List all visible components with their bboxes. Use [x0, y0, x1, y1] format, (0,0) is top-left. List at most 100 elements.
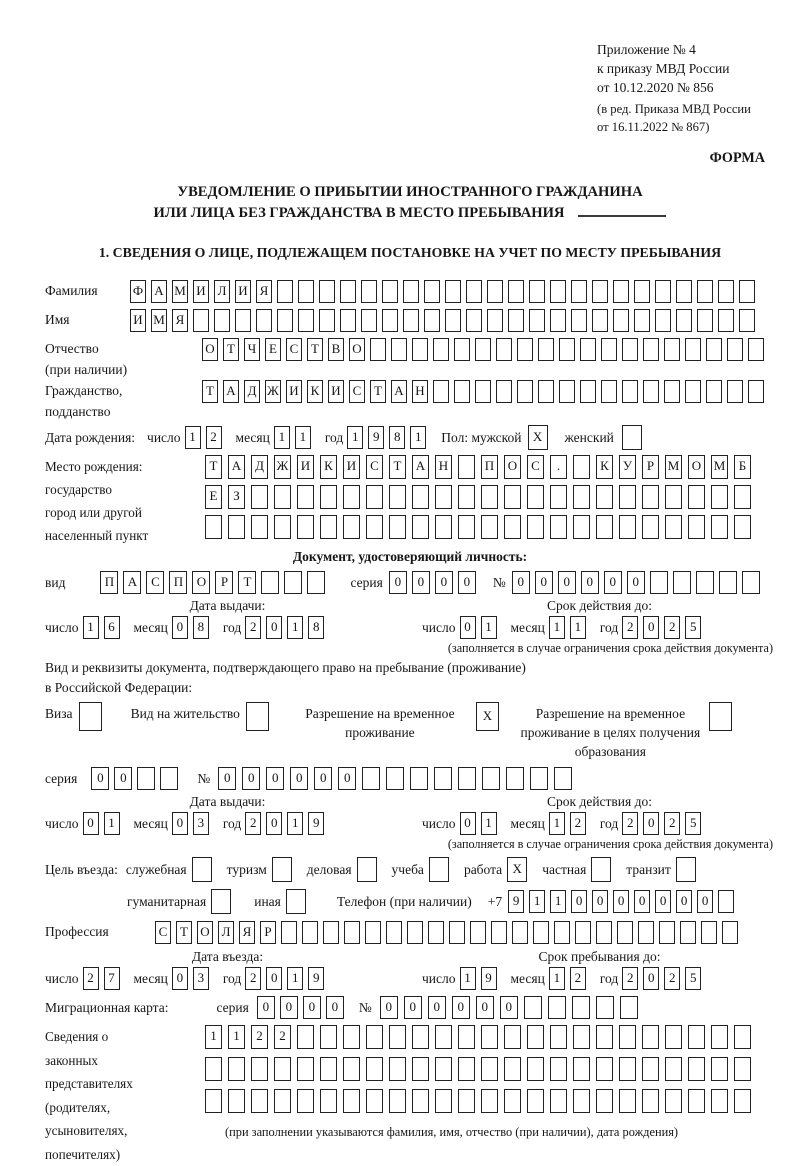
- char-cell[interactable]: [517, 338, 533, 361]
- char-cell[interactable]: 1: [287, 812, 303, 835]
- char-cell[interactable]: 2: [664, 967, 680, 990]
- char-cell[interactable]: 7: [104, 967, 120, 990]
- char-cell[interactable]: 0: [172, 616, 188, 639]
- char-cell[interactable]: [389, 1057, 406, 1081]
- char-cell[interactable]: 1: [549, 616, 565, 639]
- char-cell[interactable]: [424, 280, 440, 303]
- char-cell[interactable]: Е: [205, 485, 222, 509]
- char-cell[interactable]: 9: [368, 426, 384, 449]
- char-cell[interactable]: [655, 280, 671, 303]
- char-cell[interactable]: [642, 1089, 659, 1113]
- char-cell[interactable]: [634, 309, 650, 332]
- char-cell[interactable]: [527, 1057, 544, 1081]
- char-cell[interactable]: 0: [218, 767, 236, 790]
- char-cell[interactable]: [697, 280, 713, 303]
- char-cell[interactable]: 0: [460, 812, 476, 835]
- char-cell[interactable]: [298, 309, 314, 332]
- char-cell[interactable]: [676, 857, 696, 882]
- char-cell[interactable]: [580, 380, 596, 403]
- char-cell[interactable]: 1: [83, 616, 99, 639]
- char-cell[interactable]: 0: [452, 996, 470, 1019]
- char-cell[interactable]: [550, 309, 566, 332]
- char-cell[interactable]: [619, 485, 636, 509]
- char-cell[interactable]: 1: [287, 967, 303, 990]
- char-cell[interactable]: [673, 571, 691, 594]
- char-cell[interactable]: [246, 702, 269, 731]
- char-cell[interactable]: [739, 309, 755, 332]
- char-cell[interactable]: [340, 280, 356, 303]
- char-cell[interactable]: [320, 485, 337, 509]
- char-cell[interactable]: [550, 1089, 567, 1113]
- char-cell[interactable]: 1: [481, 616, 497, 639]
- char-cell[interactable]: [596, 485, 613, 509]
- char-cell[interactable]: [550, 515, 567, 539]
- char-cell[interactable]: 2: [206, 426, 222, 449]
- char-cell[interactable]: 0: [676, 890, 692, 913]
- char-cell[interactable]: 0: [266, 616, 282, 639]
- char-cell[interactable]: 0: [643, 616, 659, 639]
- char-cell[interactable]: 2: [622, 812, 638, 835]
- char-cell[interactable]: [361, 280, 377, 303]
- char-cell[interactable]: [205, 1089, 222, 1113]
- char-cell[interactable]: 1: [549, 812, 565, 835]
- char-cell[interactable]: [286, 889, 306, 914]
- char-cell[interactable]: [458, 485, 475, 509]
- char-cell[interactable]: 0: [604, 571, 622, 594]
- char-cell[interactable]: [619, 515, 636, 539]
- char-cell[interactable]: [320, 1025, 337, 1049]
- char-cell[interactable]: 2: [245, 812, 261, 835]
- char-cell[interactable]: Р: [260, 921, 276, 944]
- char-cell[interactable]: [365, 921, 381, 944]
- char-cell[interactable]: [466, 309, 482, 332]
- char-cell[interactable]: 0: [114, 767, 132, 790]
- char-cell[interactable]: Т: [389, 455, 406, 479]
- char-cell[interactable]: [433, 380, 449, 403]
- char-cell[interactable]: [580, 338, 596, 361]
- char-cell[interactable]: 9: [481, 967, 497, 990]
- char-cell[interactable]: И: [193, 280, 209, 303]
- char-cell[interactable]: Т: [307, 338, 323, 361]
- char-cell[interactable]: [481, 1057, 498, 1081]
- char-cell[interactable]: [550, 280, 566, 303]
- char-cell[interactable]: С: [366, 455, 383, 479]
- char-cell[interactable]: [366, 1057, 383, 1081]
- char-cell[interactable]: [496, 380, 512, 403]
- char-cell[interactable]: [718, 890, 734, 913]
- char-cell[interactable]: 1: [228, 1025, 245, 1049]
- char-cell[interactable]: А: [228, 455, 245, 479]
- char-cell[interactable]: [79, 702, 102, 731]
- char-cell[interactable]: [665, 1089, 682, 1113]
- char-cell[interactable]: [504, 515, 521, 539]
- char-cell[interactable]: [642, 515, 659, 539]
- char-cell[interactable]: Я: [172, 309, 188, 332]
- char-cell[interactable]: 1: [104, 812, 120, 835]
- char-cell[interactable]: 0: [280, 996, 298, 1019]
- char-cell[interactable]: [596, 1057, 613, 1081]
- char-cell[interactable]: 1: [481, 812, 497, 835]
- char-cell[interactable]: К: [307, 380, 323, 403]
- char-cell[interactable]: Р: [215, 571, 233, 594]
- char-cell[interactable]: [711, 485, 728, 509]
- char-cell[interactable]: 1: [295, 426, 311, 449]
- char-cell[interactable]: О: [202, 338, 218, 361]
- char-cell[interactable]: М: [711, 455, 728, 479]
- char-cell[interactable]: 2: [664, 812, 680, 835]
- char-cell[interactable]: [274, 515, 291, 539]
- char-cell[interactable]: [688, 1057, 705, 1081]
- char-cell[interactable]: А: [223, 380, 239, 403]
- char-cell[interactable]: Т: [202, 380, 218, 403]
- char-cell[interactable]: [205, 515, 222, 539]
- char-cell[interactable]: 0: [266, 967, 282, 990]
- char-cell[interactable]: [193, 309, 209, 332]
- char-cell[interactable]: Т: [238, 571, 256, 594]
- char-cell[interactable]: [638, 921, 654, 944]
- char-cell[interactable]: [573, 485, 590, 509]
- char-cell[interactable]: [445, 280, 461, 303]
- char-cell[interactable]: 6: [104, 616, 120, 639]
- char-cell[interactable]: [554, 921, 570, 944]
- char-cell[interactable]: 2: [245, 967, 261, 990]
- char-cell[interactable]: [274, 1057, 291, 1081]
- char-cell[interactable]: 0: [83, 812, 99, 835]
- char-cell[interactable]: З: [228, 485, 245, 509]
- char-cell[interactable]: Я: [256, 280, 272, 303]
